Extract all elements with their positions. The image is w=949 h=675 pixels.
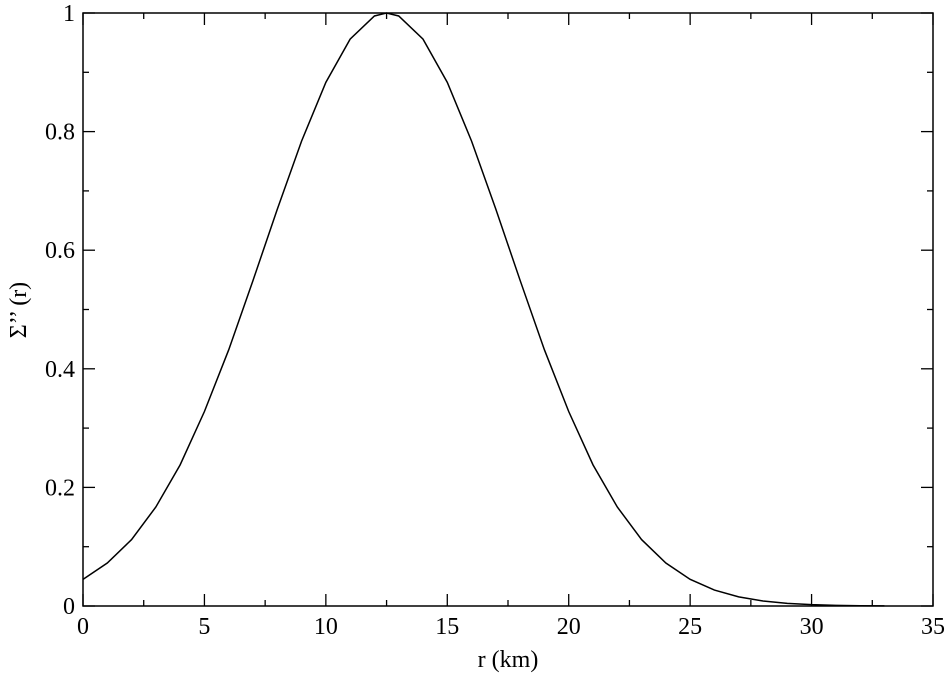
data-line	[82, 12, 885, 607]
x-tick-label: 25	[678, 614, 702, 640]
x-tick-label: 0	[77, 614, 89, 640]
y-tick-label: 0.4	[45, 357, 75, 383]
x-tick-label: 5	[198, 614, 210, 640]
x-tick-label: 30	[800, 614, 824, 640]
plot-frame	[82, 12, 934, 607]
x-tick-label: 35	[921, 614, 945, 640]
x-tick-label: 15	[435, 614, 459, 640]
y-axis-label: Σ’’ (r)	[6, 282, 32, 338]
y-tick-label: 1	[63, 1, 75, 27]
x-axis-label: r (km)	[478, 647, 539, 673]
y-tick-label: 0.2	[45, 475, 75, 501]
y-tick-label: 0	[63, 594, 75, 620]
x-tick-label: 10	[314, 614, 338, 640]
y-tick-label: 0.8	[45, 120, 75, 146]
y-tick-label: 0.6	[45, 238, 75, 264]
x-tick-label: 20	[557, 614, 581, 640]
